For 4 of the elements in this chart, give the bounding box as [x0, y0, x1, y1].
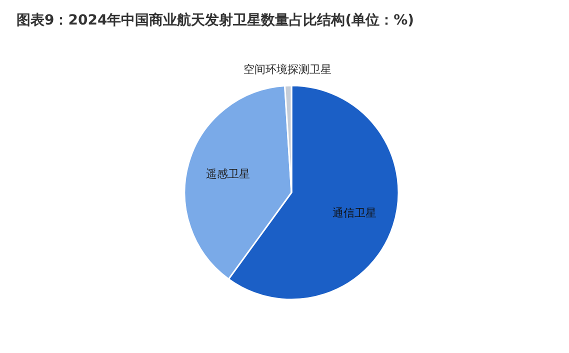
slice-label: 空间环境探测卫星	[244, 63, 332, 76]
chart-title: 图表9：2024年中国商业航天发射卫星数量占比结构(单位：%)	[16, 12, 414, 28]
slice-label: 遥感卫星	[206, 167, 250, 180]
slice-label: 通信卫星	[332, 206, 377, 220]
